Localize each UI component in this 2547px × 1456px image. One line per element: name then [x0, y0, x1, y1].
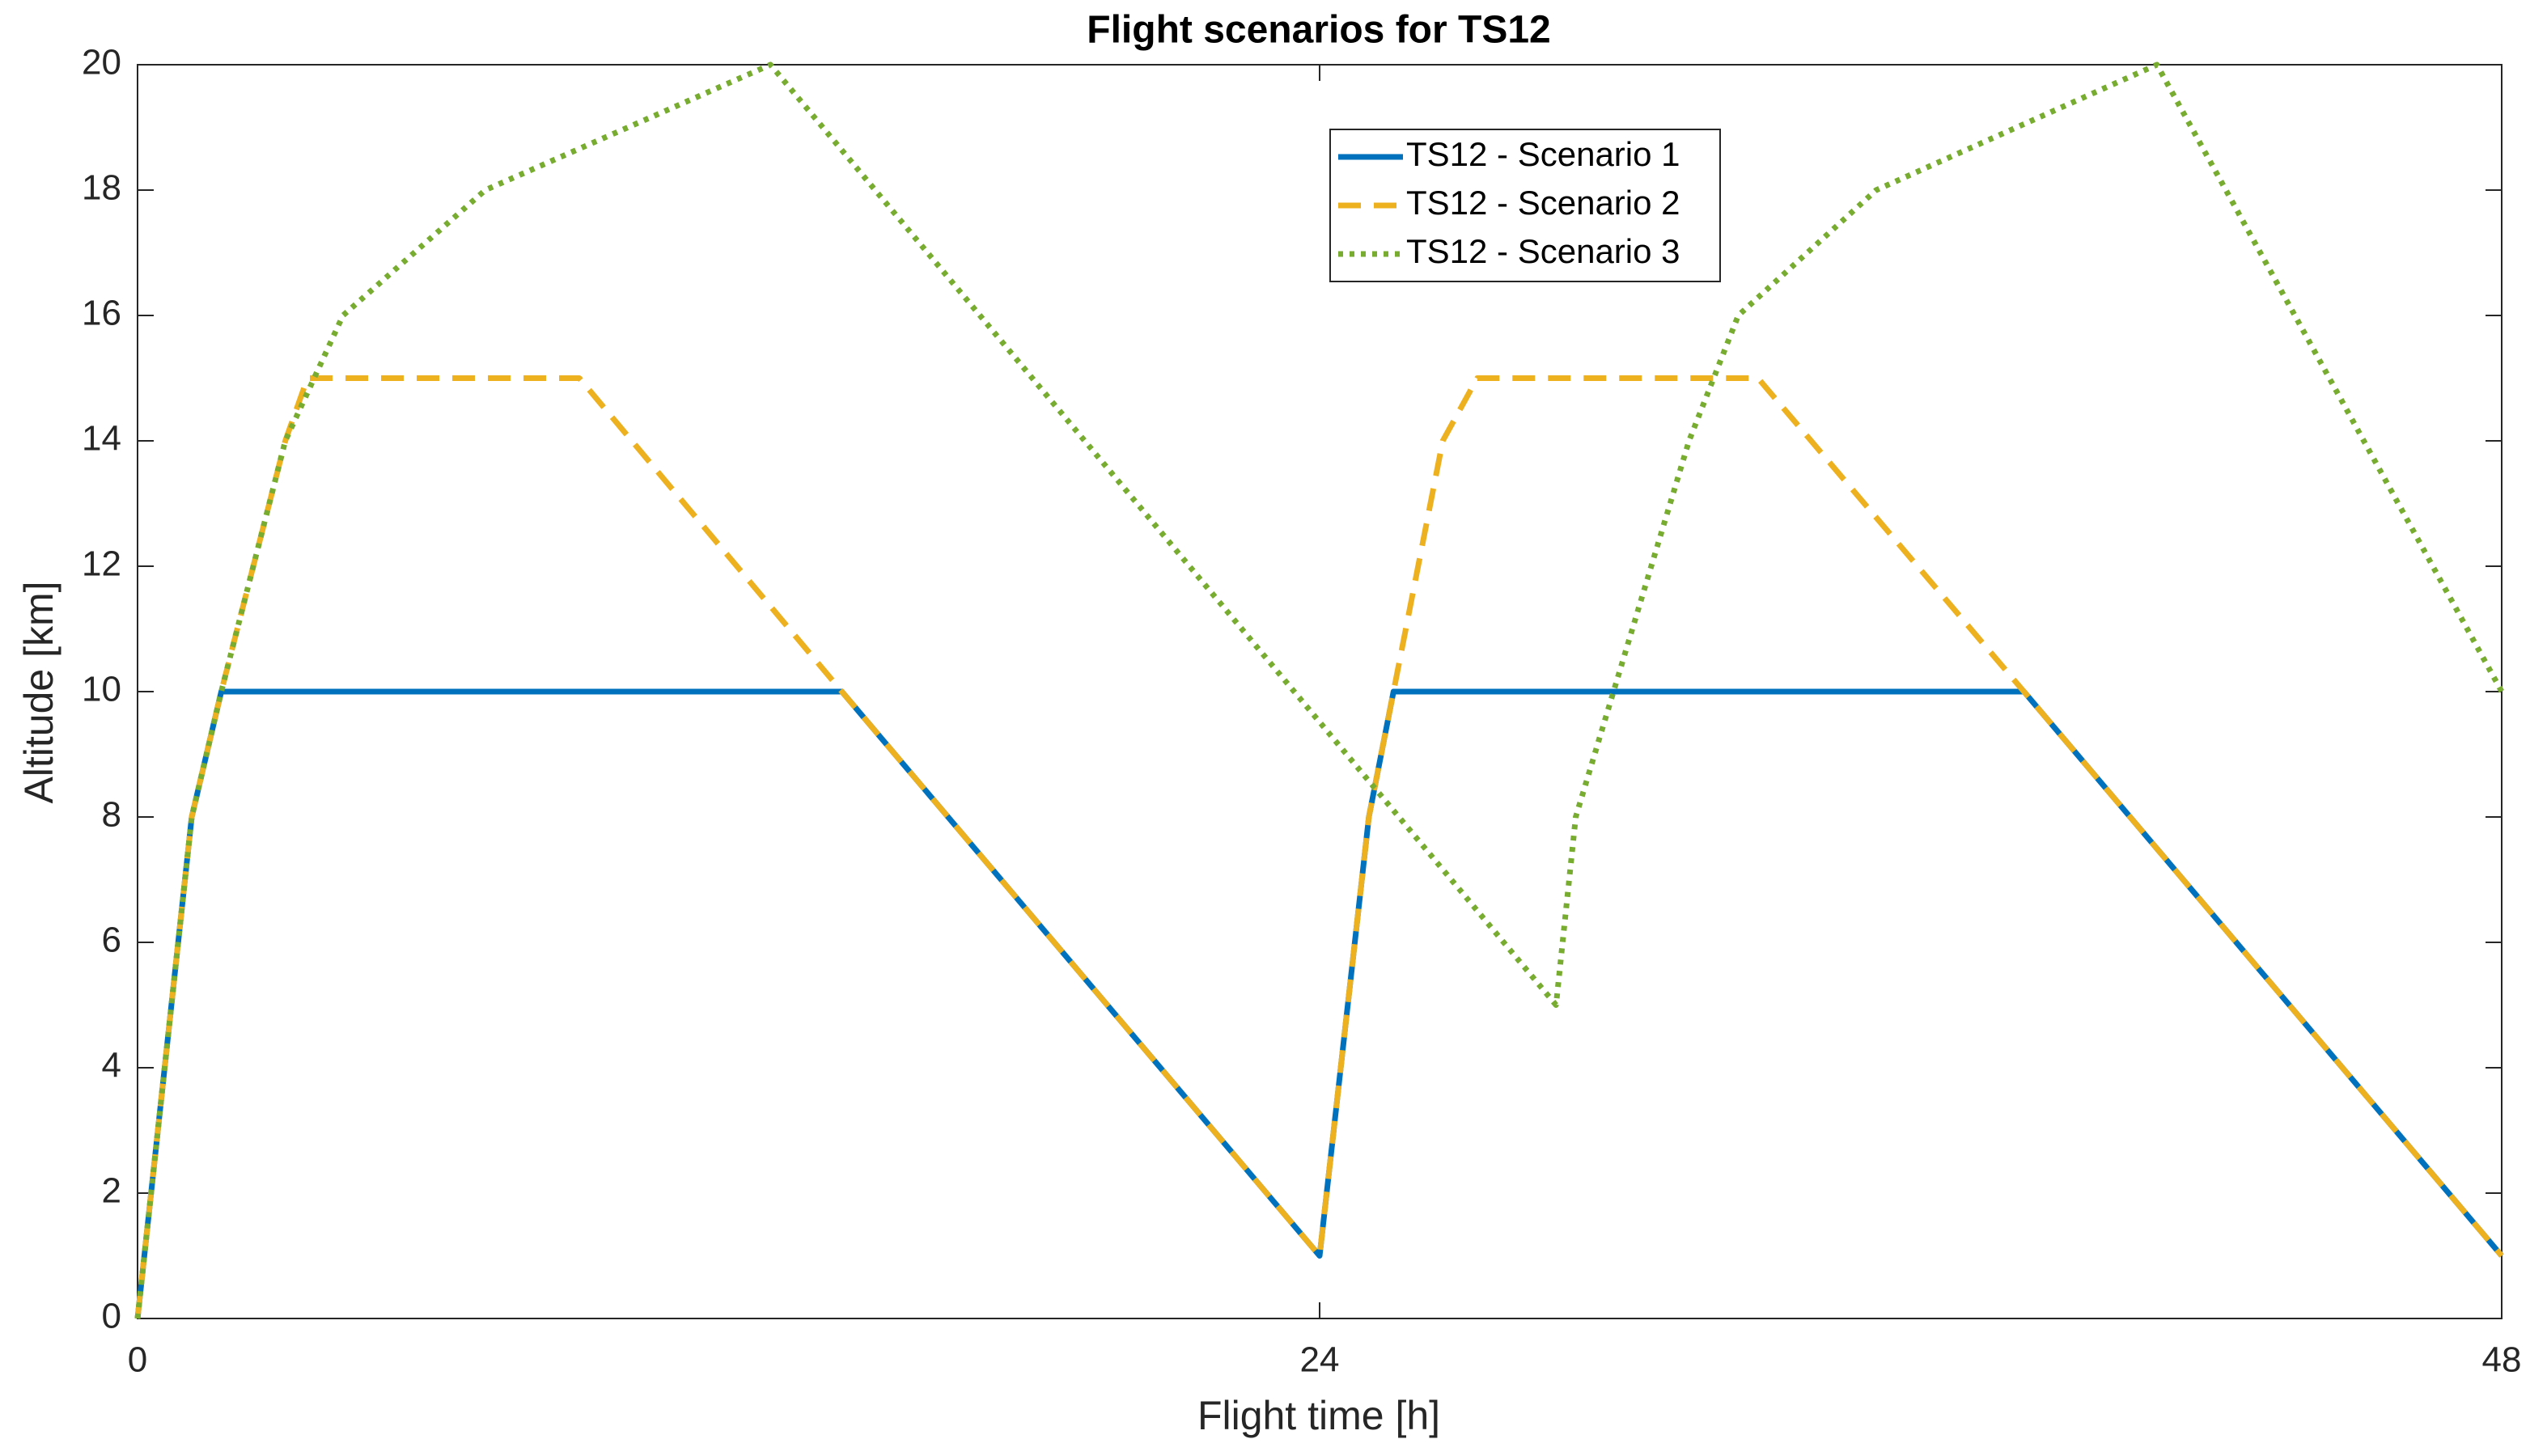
legend-label: TS12 - Scenario 3 [1406, 232, 1680, 270]
x-axis-label: Flight time [h] [1197, 1393, 1440, 1438]
y-tick-label: 20 [82, 43, 121, 83]
legend-label: TS12 - Scenario 1 [1406, 135, 1680, 173]
y-tick-label: 16 [82, 294, 121, 333]
y-tick-label: 18 [82, 168, 121, 208]
series-line [134, 61, 2505, 1319]
series-line [134, 375, 2504, 1319]
y-tick-label: 2 [102, 1171, 121, 1211]
y-tick-label: 4 [102, 1046, 121, 1086]
y-tick-label: 14 [82, 419, 121, 459]
x-tick-label: 0 [128, 1340, 147, 1380]
y-tick-label: 0 [102, 1297, 121, 1336]
legend-label: TS12 - Scenario 2 [1406, 184, 1680, 222]
chart-title: Flight scenarios for TS12 [1087, 9, 1550, 52]
x-tick-label: 48 [2482, 1340, 2522, 1380]
y-tick-label: 10 [82, 670, 121, 709]
y-tick-label: 8 [102, 795, 121, 835]
series-line [134, 688, 2504, 1319]
y-tick-label: 12 [82, 544, 121, 584]
y-tick-label: 6 [102, 921, 121, 960]
x-tick-label: 24 [1300, 1340, 1340, 1380]
y-axis-label: Altitude [km] [16, 581, 61, 803]
